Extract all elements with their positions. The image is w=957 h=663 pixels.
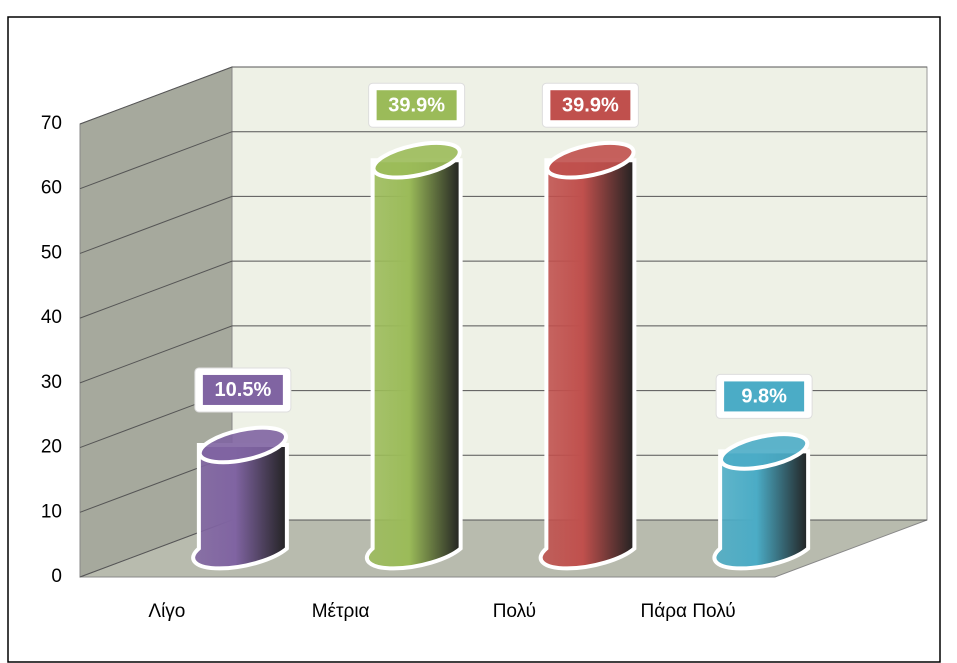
grid-line <box>79 66 927 125</box>
grid-line <box>79 260 927 319</box>
y-tick-label: 20 <box>41 437 62 458</box>
data-label: 9.8% <box>741 386 787 408</box>
label-fill <box>202 374 283 405</box>
x-tick-label: Πάρα Πολύ <box>641 601 736 622</box>
cylinder <box>364 158 463 571</box>
cylinder <box>191 442 289 571</box>
label-fill <box>550 90 631 121</box>
data-label: 39.9% <box>388 94 445 116</box>
label-fill <box>376 90 457 121</box>
cylinder-top <box>545 140 636 180</box>
y-tick-label: 0 <box>51 566 62 587</box>
y-tick-label: 60 <box>41 178 62 199</box>
y-tick-label: 70 <box>41 113 62 134</box>
x-tick-label: Λίγο <box>148 601 185 622</box>
grid-line <box>79 131 927 190</box>
cylinder-top <box>718 432 810 471</box>
grid-line <box>79 325 927 384</box>
y-tick-label: 50 <box>41 242 62 263</box>
grid-line <box>79 195 927 254</box>
x-tick-label: Μέτρια <box>312 601 370 622</box>
cylinder-top <box>371 140 462 180</box>
label-fill <box>724 381 805 412</box>
y-tick-label: 10 <box>41 501 62 522</box>
cylinder <box>712 449 811 571</box>
x-tick-label: Πολύ <box>493 601 536 622</box>
cylinder <box>538 158 637 571</box>
data-label: 10.5% <box>215 379 272 401</box>
cylinder-top <box>197 425 289 465</box>
y-tick-label: 30 <box>41 372 62 393</box>
y-tick-label: 40 <box>41 307 62 328</box>
data-label: 39.9% <box>562 94 619 116</box>
